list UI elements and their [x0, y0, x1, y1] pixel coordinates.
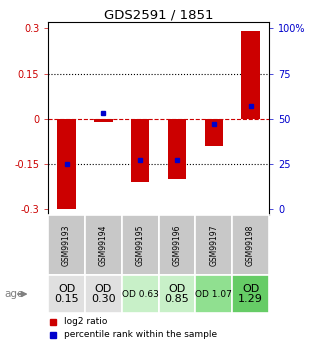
Text: GSM99195: GSM99195: [136, 224, 145, 266]
Bar: [131, 119, 149, 182]
Text: GSM99193: GSM99193: [62, 224, 71, 266]
Text: OD
0.30: OD 0.30: [91, 284, 116, 305]
Bar: [241, 31, 260, 119]
Text: GSM99196: GSM99196: [173, 224, 182, 266]
Text: OD
0.85: OD 0.85: [165, 284, 189, 305]
Bar: [195, 275, 232, 313]
Bar: [159, 275, 195, 313]
Bar: [122, 275, 159, 313]
Text: age: age: [4, 289, 23, 299]
Bar: [232, 275, 269, 313]
Title: GDS2591 / 1851: GDS2591 / 1851: [104, 8, 213, 21]
Bar: [168, 119, 186, 179]
Text: log2 ratio: log2 ratio: [64, 317, 107, 326]
Text: OD 0.63: OD 0.63: [122, 289, 159, 298]
Text: percentile rank within the sample: percentile rank within the sample: [64, 331, 217, 339]
Bar: [58, 119, 76, 209]
Bar: [48, 275, 85, 313]
Bar: [205, 119, 223, 146]
Text: OD 1.07: OD 1.07: [195, 289, 232, 298]
Bar: [195, 215, 232, 275]
Text: OD
1.29: OD 1.29: [238, 284, 263, 305]
Bar: [85, 215, 122, 275]
Bar: [85, 275, 122, 313]
Bar: [48, 215, 85, 275]
Text: GSM99194: GSM99194: [99, 224, 108, 266]
Bar: [94, 119, 113, 122]
Text: OD
0.15: OD 0.15: [54, 284, 79, 305]
Text: GSM99198: GSM99198: [246, 224, 255, 266]
Bar: [159, 215, 195, 275]
Text: GSM99197: GSM99197: [209, 224, 218, 266]
Bar: [232, 215, 269, 275]
Bar: [122, 215, 159, 275]
